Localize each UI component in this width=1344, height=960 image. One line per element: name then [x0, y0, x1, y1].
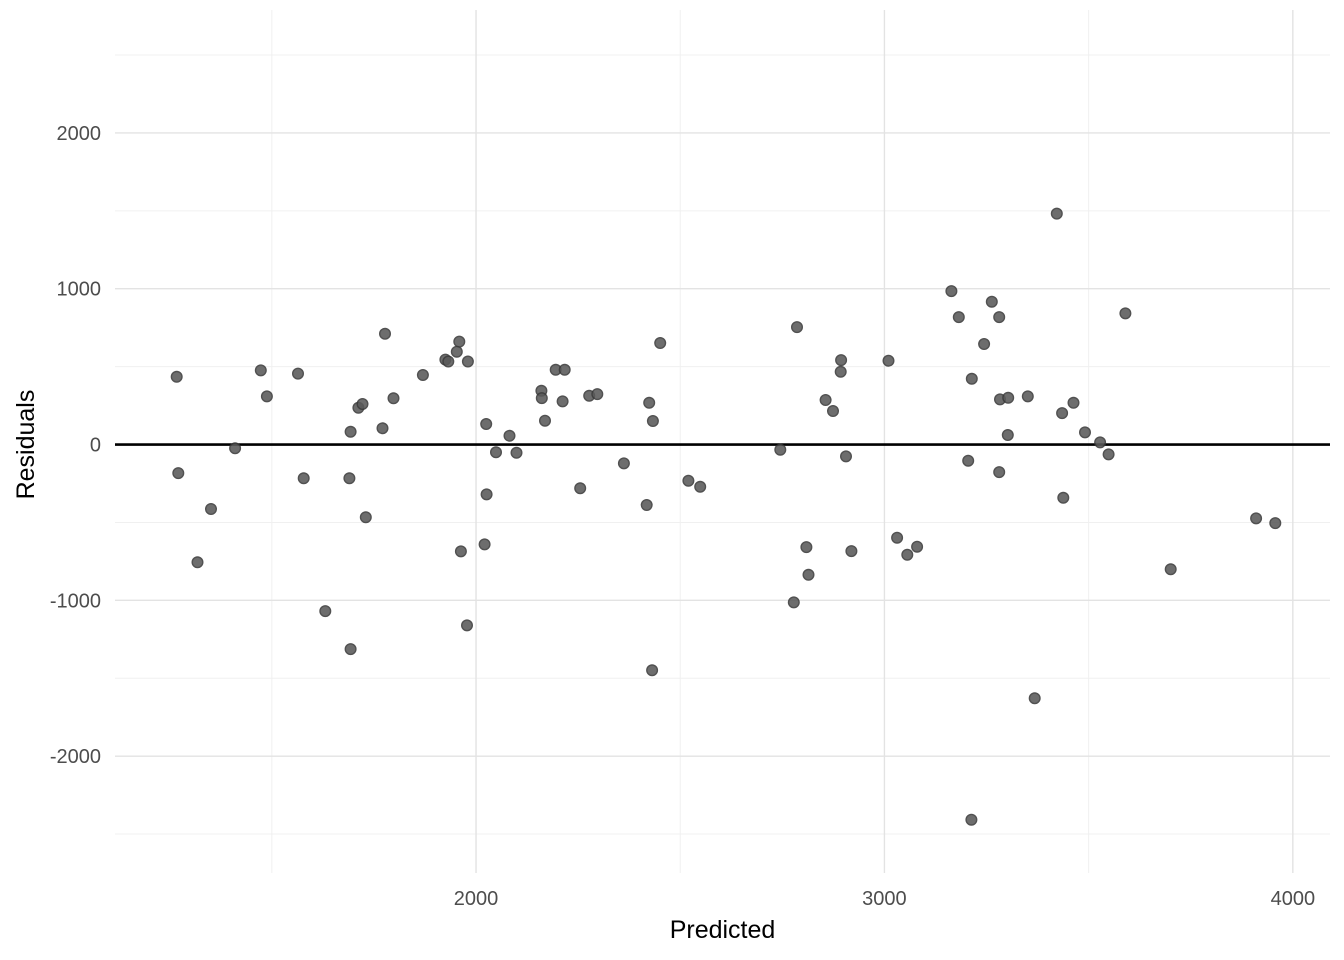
data-point: [827, 405, 840, 418]
data-point: [191, 556, 204, 569]
data-point: [952, 311, 965, 324]
data-point: [1067, 396, 1080, 409]
data-point: [172, 467, 185, 480]
data-point: [1028, 692, 1041, 705]
x-axis-tick-label: 2000: [454, 888, 499, 910]
data-point: [646, 415, 659, 428]
data-point: [1094, 436, 1107, 449]
data-point: [292, 367, 305, 380]
data-point: [1269, 517, 1282, 530]
data-point: [260, 390, 273, 403]
data-point: [1078, 426, 1091, 439]
data-point: [490, 446, 503, 459]
data-point: [834, 365, 847, 378]
data-point: [1021, 390, 1034, 403]
data-point: [591, 388, 604, 401]
data-point: [556, 395, 569, 408]
data-point: [1001, 429, 1014, 442]
data-point: [356, 398, 369, 411]
data-point: [1050, 207, 1063, 220]
data-point: [1056, 407, 1069, 420]
data-point: [1164, 563, 1177, 576]
data-point: [574, 482, 587, 495]
data-point: [802, 568, 815, 581]
y-axis-tick-label: -2000: [50, 746, 101, 768]
data-point: [344, 425, 357, 438]
data-point: [170, 370, 183, 383]
data-point: [453, 335, 466, 348]
data-point: [343, 472, 356, 485]
data-point: [962, 454, 975, 467]
data-point: [643, 396, 656, 409]
data-point: [454, 545, 467, 558]
data-point: [694, 480, 707, 493]
data-point: [787, 596, 800, 609]
data-point: [229, 442, 242, 455]
data-point: [774, 443, 787, 456]
data-point: [461, 619, 474, 632]
data-point: [204, 503, 217, 516]
data-point: [480, 418, 493, 431]
data-point: [819, 394, 832, 407]
x-axis-title: Predicted: [670, 916, 776, 944]
data-point: [539, 414, 552, 427]
data-point: [617, 457, 630, 470]
data-point: [978, 338, 991, 351]
data-point: [646, 664, 659, 677]
data-point: [945, 285, 958, 298]
y-axis-tick-label: 0: [90, 435, 101, 457]
data-point: [891, 531, 904, 544]
data-point: [965, 372, 978, 385]
data-point: [1250, 512, 1263, 525]
y-axis-tick-label: 2000: [57, 123, 102, 145]
data-point: [1119, 307, 1132, 320]
data-point: [1057, 491, 1070, 504]
data-point: [442, 355, 455, 368]
data-point: [1002, 391, 1015, 404]
data-point: [993, 466, 1006, 479]
data-point: [993, 311, 1006, 324]
data-point: [510, 446, 523, 459]
data-point: [319, 605, 332, 618]
data-point: [985, 295, 998, 308]
data-point: [503, 429, 516, 442]
data-point: [640, 499, 653, 512]
data-point: [682, 474, 695, 487]
data-point: [535, 392, 548, 405]
y-axis-tick-label: 1000: [57, 279, 102, 301]
data-point: [480, 488, 493, 501]
data-point: [254, 364, 267, 377]
data-point: [344, 643, 357, 656]
data-point: [376, 422, 389, 435]
data-point: [800, 541, 813, 554]
data-point: [901, 548, 914, 561]
data-point: [654, 337, 667, 350]
data-point: [882, 354, 895, 367]
data-point: [450, 345, 463, 358]
data-point: [835, 354, 848, 367]
x-axis-tick-label: 4000: [1271, 888, 1316, 910]
data-point: [478, 538, 491, 551]
data-point: [791, 321, 804, 334]
data-point: [297, 472, 310, 485]
data-point: [359, 511, 372, 524]
y-axis-title: Residuals: [12, 390, 40, 500]
data-point: [379, 327, 392, 340]
data-point: [416, 369, 429, 382]
data-point: [461, 355, 474, 368]
data-point: [1102, 448, 1115, 461]
data-point: [387, 392, 400, 405]
x-axis-tick-label: 3000: [862, 888, 907, 910]
data-point: [845, 545, 858, 558]
data-point: [965, 813, 978, 826]
data-point: [840, 450, 853, 463]
data-point: [911, 540, 924, 553]
data-point: [558, 363, 571, 376]
y-axis-tick-label: -1000: [50, 590, 101, 612]
